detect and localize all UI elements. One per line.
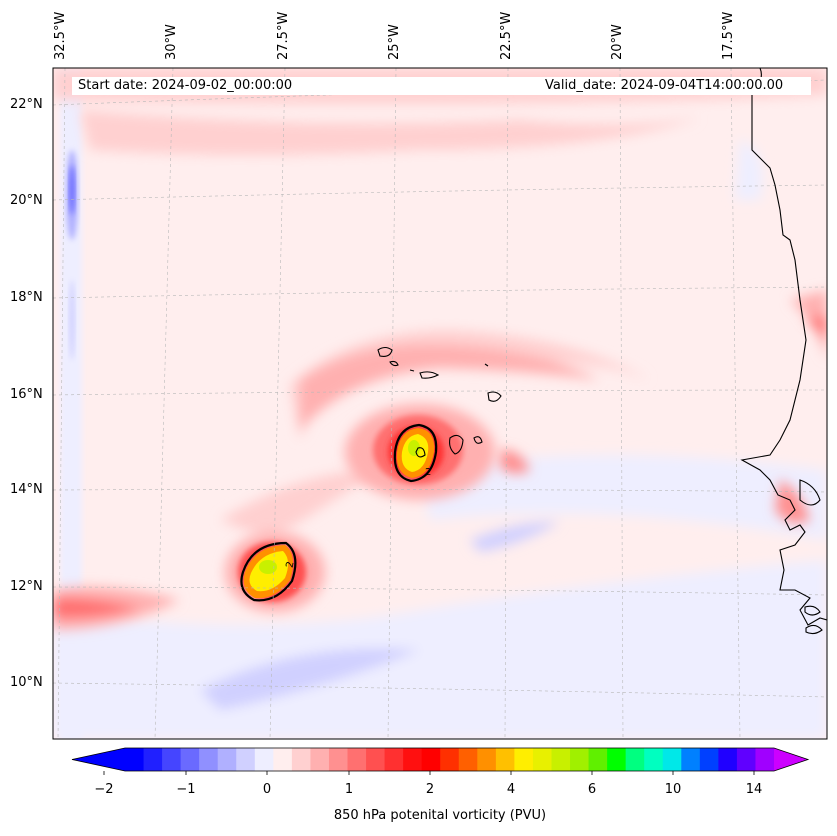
colorbar-swatch (328, 748, 349, 771)
lon-label: 27.5°W (276, 11, 291, 60)
lat-label: 22°N (10, 97, 43, 112)
colorbar-swatch (644, 748, 664, 771)
colorbar-swatch (199, 748, 219, 771)
colorbar-swatch (477, 748, 497, 771)
colorbar-swatch (699, 748, 719, 771)
colorbar-swatch (440, 748, 460, 771)
colorbar-swatch (366, 748, 386, 771)
colorbar-swatch (403, 748, 423, 771)
colorbar-swatch (458, 748, 478, 771)
colorbar-swatch (662, 748, 682, 771)
colorbar-tick-label: −1 (176, 782, 196, 797)
graticule (53, 68, 827, 739)
colorbar-swatch (310, 748, 330, 771)
colorbar-swatch (570, 748, 590, 771)
colorbar-swatch (273, 748, 293, 771)
lon-label: 20°W (610, 24, 625, 60)
vortex-north (345, 404, 495, 500)
colorbar-swatch (421, 748, 441, 771)
colorbar-tick-label: 10 (664, 782, 682, 797)
lon-label: 22.5°W (499, 11, 514, 60)
colorbar (71, 747, 810, 775)
lon-label: 30°W (164, 24, 179, 60)
colorbar-swatch (291, 748, 311, 771)
colorbar-tick-label: 0 (262, 782, 272, 797)
map-frame (52, 67, 828, 740)
colorbar-swatch (495, 748, 515, 771)
colorbar-swatch (162, 748, 182, 771)
colorbar-title: 850 hPa potenital vorticity (PVU) (333, 808, 547, 823)
colorbar-swatch (588, 748, 608, 771)
colorbar-swatch (532, 748, 552, 771)
vortex-south (225, 532, 325, 612)
colorbar-swatch (736, 748, 756, 771)
lon-label: 17.5°W (721, 11, 736, 60)
lon-label: 25°W (387, 24, 402, 60)
colorbar-tick-label: 2 (425, 782, 435, 797)
contour-label-north: 2 (425, 467, 431, 478)
lon-label: 32.5°W (53, 11, 68, 60)
western-strip (60, 70, 82, 739)
colorbar-swatch (551, 748, 571, 771)
lat-label: 18°N (10, 290, 43, 305)
colorbar-tick-label: −2 (94, 782, 114, 797)
colorbar-swatch (347, 748, 367, 771)
colorbar-tick-label: 14 (745, 782, 763, 797)
colorbar-swatch (625, 748, 645, 771)
valid-date-label: Valid_date: 2024-09-04T14:00:00.00 (542, 77, 811, 95)
colorbar-extend-low (72, 748, 125, 771)
lat-label: 14°N (10, 482, 43, 497)
colorbar-swatch (236, 748, 256, 771)
colorbar-swatch (180, 748, 200, 771)
colorbar-swatch (217, 748, 237, 771)
colorbar-extend-high (774, 748, 808, 771)
colorbar-tick-label: 6 (587, 782, 597, 797)
colorbar-swatch (254, 748, 274, 771)
colorbar-swatch (718, 748, 738, 771)
lat-label: 10°N (10, 675, 43, 690)
colorbar-swatch (681, 748, 701, 771)
colorbar-swatch (384, 748, 404, 771)
colorbar-swatch (125, 748, 145, 771)
colorbar-swatch (143, 748, 163, 771)
lat-label: 16°N (10, 387, 43, 402)
colorbar-swatch (755, 748, 775, 771)
negative-pv-regions (53, 140, 827, 739)
colorbar-outline (71, 747, 810, 772)
lat-label: 20°N (10, 193, 43, 208)
colorbar-swatch (607, 748, 627, 771)
pv-field: 2 2 (53, 68, 827, 739)
colorbar-swatch (514, 748, 534, 771)
colorbar-tick-label: 4 (506, 782, 516, 797)
colorbar-tick-label: 1 (344, 782, 354, 797)
cape-verde-islands (377, 346, 502, 458)
contour-label-south: 2 (285, 561, 297, 569)
lat-label: 12°N (10, 579, 43, 594)
start-date-label: Start date: 2024-09-02_00:00:00 (72, 77, 548, 95)
